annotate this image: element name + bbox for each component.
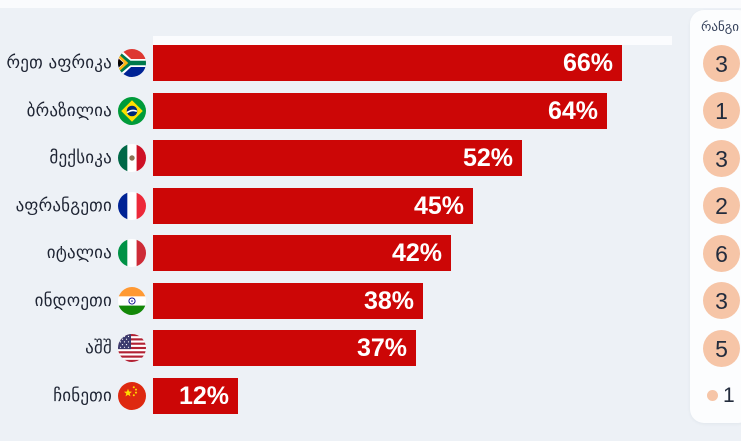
bar-value-label: 45% [413, 191, 464, 220]
flag-france-icon [118, 191, 146, 220]
country-label: მექსიკა [49, 148, 112, 168]
country-label: რეთ აფრიკა [6, 53, 112, 73]
country-label: აშშ [85, 338, 112, 358]
bar-value-label: 42% [391, 239, 442, 267]
flag-south-africa-icon [118, 49, 146, 77]
country-label: ჩინეთი [53, 385, 112, 406]
rank-badge: 3 [703, 44, 740, 82]
rank-badge: 5 [703, 329, 740, 367]
bar-italy[interactable]: 42% [153, 235, 451, 271]
flag-india-icon [118, 286, 146, 315]
bar-value-label: 12% [178, 381, 229, 410]
country-label: ბრაზილია [26, 100, 112, 121]
bar-france[interactable]: 45% [153, 187, 473, 224]
chart-area-top-edge [153, 36, 672, 45]
country-label: აფრანგეთი [15, 195, 112, 216]
country-label: ინდოეთი [34, 290, 112, 311]
rank-dot-icon [707, 390, 718, 401]
bar-india[interactable]: 38% [153, 282, 423, 319]
bar-value-label: 66% [562, 49, 613, 77]
rank-badge: 3 [703, 282, 740, 319]
rank-panel-title: რანგი [701, 20, 740, 35]
rank-badge: 1 [703, 92, 740, 129]
flag-italy-icon [118, 239, 146, 267]
country-label: იტალია [46, 243, 112, 263]
bar-brazil[interactable]: 64% [153, 92, 607, 129]
page-top-edge [0, 0, 741, 8]
flag-china-icon [118, 381, 146, 410]
bar-value-label: 64% [547, 96, 598, 125]
bar-value-label: 38% [363, 286, 414, 315]
rank-number: 1 [723, 383, 735, 407]
rank-badge: 6 [703, 234, 740, 272]
bar-value-label: 37% [356, 334, 407, 362]
rank-badge: 3 [703, 139, 740, 177]
flag-usa-icon [118, 334, 146, 362]
bar-mexico[interactable]: 52% [153, 140, 522, 176]
bar-value-label: 52% [462, 144, 513, 172]
bar-south-africa[interactable]: 66% [153, 45, 622, 81]
rank-badge: 2 [703, 187, 740, 224]
flag-brazil-icon [118, 96, 146, 125]
bar-china[interactable]: 12% [153, 377, 238, 414]
flag-mexico-icon [118, 144, 146, 172]
bar-usa[interactable]: 37% [153, 330, 416, 366]
rank-panel: რანგი 3 1 3 2 6 3 5 1 [690, 10, 741, 423]
